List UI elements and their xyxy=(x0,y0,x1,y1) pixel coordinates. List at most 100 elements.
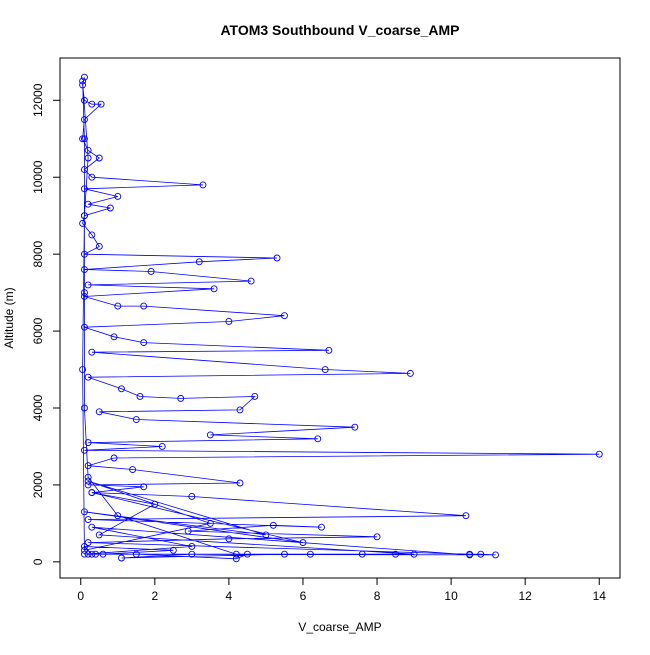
point xyxy=(273,254,281,262)
x-tick-label: 10 xyxy=(444,589,458,603)
point xyxy=(114,512,122,520)
point xyxy=(314,435,322,443)
point xyxy=(136,393,144,400)
point xyxy=(232,550,240,558)
point xyxy=(595,450,603,458)
point xyxy=(95,154,103,162)
x-tick-label: 14 xyxy=(593,589,607,603)
point xyxy=(280,312,288,320)
point xyxy=(80,508,88,516)
point xyxy=(80,166,88,173)
point xyxy=(299,539,307,547)
point xyxy=(140,302,148,310)
point xyxy=(84,439,92,447)
point xyxy=(88,173,96,181)
point xyxy=(88,550,96,558)
point xyxy=(132,550,140,558)
point xyxy=(84,200,92,208)
point xyxy=(373,533,381,541)
point xyxy=(321,366,329,373)
point xyxy=(84,281,92,289)
point xyxy=(466,551,474,559)
point xyxy=(80,73,88,81)
point xyxy=(80,293,88,300)
point xyxy=(118,385,125,393)
point xyxy=(158,443,166,450)
point xyxy=(80,543,88,550)
x-tick-label: 12 xyxy=(519,589,533,603)
point xyxy=(106,204,114,212)
point xyxy=(351,423,359,431)
plot-frame xyxy=(59,57,621,579)
point xyxy=(79,219,87,227)
point xyxy=(210,285,218,293)
x-tick-label: 4 xyxy=(226,589,233,603)
point xyxy=(88,523,96,531)
point xyxy=(110,333,118,341)
point xyxy=(247,277,255,285)
point xyxy=(169,546,177,554)
point xyxy=(177,394,185,402)
point xyxy=(184,527,192,535)
point xyxy=(358,550,366,558)
y-tick-label: 4000 xyxy=(31,394,45,421)
point xyxy=(269,521,277,529)
point xyxy=(84,516,92,523)
point xyxy=(80,404,88,412)
x-tick-label: 6 xyxy=(300,589,307,603)
point xyxy=(84,373,92,381)
point xyxy=(80,116,88,123)
point xyxy=(79,135,87,143)
point xyxy=(306,550,314,558)
point xyxy=(88,100,96,108)
x-axis-label: V_coarse_AMP xyxy=(298,620,381,634)
point xyxy=(132,416,140,423)
point xyxy=(80,550,88,558)
point xyxy=(225,318,233,325)
point xyxy=(129,466,137,473)
point xyxy=(392,550,400,558)
chart-title: ATOM3 Southbound V_coarse_AMP xyxy=(220,22,459,38)
point xyxy=(95,531,103,539)
point xyxy=(92,550,100,558)
point xyxy=(325,346,333,354)
point xyxy=(462,512,470,520)
point xyxy=(80,185,88,193)
point xyxy=(97,100,105,108)
point xyxy=(188,550,196,558)
point xyxy=(251,393,259,400)
point xyxy=(280,550,288,558)
series-line xyxy=(82,77,600,560)
point xyxy=(118,554,125,562)
y-tick-label: 0 xyxy=(31,558,45,565)
point xyxy=(188,543,196,550)
point xyxy=(95,408,103,416)
point xyxy=(84,473,92,481)
point xyxy=(79,366,87,373)
point xyxy=(114,193,122,200)
y-tick-label: 6000 xyxy=(31,317,45,344)
point xyxy=(147,268,155,275)
point xyxy=(95,243,103,250)
point xyxy=(84,539,92,547)
point xyxy=(84,462,92,470)
point xyxy=(88,348,96,356)
point xyxy=(140,483,148,491)
point xyxy=(88,489,96,497)
point xyxy=(80,289,88,297)
point xyxy=(243,550,251,558)
y-tick-label: 10000 xyxy=(31,160,45,194)
point xyxy=(232,555,240,563)
point xyxy=(84,477,92,485)
point xyxy=(88,231,96,239)
x-tick-label: 2 xyxy=(151,589,158,603)
point xyxy=(84,481,92,489)
y-tick-label: 8000 xyxy=(31,240,45,267)
x-tick-label: 0 xyxy=(77,589,84,603)
point xyxy=(99,550,107,558)
point xyxy=(84,154,92,162)
point xyxy=(110,454,118,462)
point xyxy=(80,135,88,143)
point xyxy=(206,519,214,527)
